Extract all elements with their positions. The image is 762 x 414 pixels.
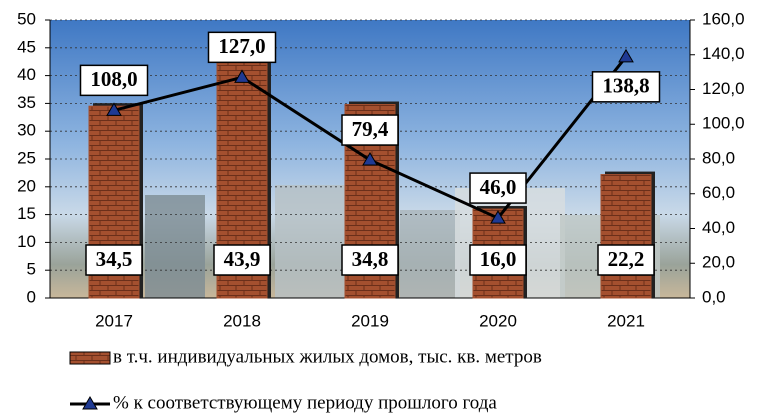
y-tick-label: 15 <box>17 204 36 223</box>
line-value-label: 108,0 <box>90 67 137 91</box>
bar-value-label: 34,8 <box>352 247 389 271</box>
bar-value-label-box <box>85 244 143 276</box>
bar <box>600 174 652 299</box>
y2-tick-label: 100,0 <box>702 114 745 133</box>
line-value-label: 79,4 <box>352 117 389 141</box>
y2-tick-label: 40,0 <box>702 218 735 237</box>
x-tick-label: 2020 <box>479 311 517 330</box>
line-value-label: 127,0 <box>218 34 265 58</box>
bar-value-label: 16,0 <box>480 247 517 271</box>
y2-tick-label: 60,0 <box>702 183 735 202</box>
line-value-label: 138,8 <box>602 74 649 98</box>
y-tick-label: 10 <box>17 232 36 251</box>
y-tick-label: 35 <box>17 93 36 112</box>
y-tick-label: 30 <box>17 121 36 140</box>
bar-value-label-box <box>213 244 271 276</box>
bar-value-label-box <box>469 244 527 276</box>
legend-label: % к соответствующему периоду прошлого го… <box>113 392 497 413</box>
x-tick-label: 2017 <box>95 311 133 330</box>
y2-tick-label: 120,0 <box>702 79 745 98</box>
x-tick-label: 2021 <box>607 311 645 330</box>
line-value-label: 46,0 <box>480 175 517 199</box>
line-value-label-box <box>591 71 661 103</box>
legend-marker <box>82 396 98 410</box>
x-tick-label: 2018 <box>223 311 261 330</box>
x-tick-label: 2019 <box>351 311 389 330</box>
legend-swatch <box>69 351 111 365</box>
y-tick-label: 45 <box>17 37 36 56</box>
y2-tick-label: 20,0 <box>702 253 735 272</box>
line-value-label-box <box>469 172 527 204</box>
bar-value-label: 34,5 <box>96 247 133 271</box>
line-marker <box>490 210 506 224</box>
line-marker <box>234 69 250 83</box>
y-tick-label: 40 <box>17 65 36 84</box>
line-marker <box>362 152 378 166</box>
line-value-label-box <box>207 31 277 64</box>
line-value-label-box <box>341 114 399 146</box>
y-tick-label: 0 <box>27 287 36 306</box>
y2-tick-label: 0,0 <box>702 287 726 306</box>
bar-value-label-box <box>597 244 655 276</box>
y-tick-label: 25 <box>17 148 36 167</box>
y2-tick-label: 80,0 <box>702 148 735 167</box>
line-marker <box>618 48 634 63</box>
bar-value-label-box <box>341 244 399 276</box>
legend-label: в т.ч. индивидуальных жилых домов, тыс. … <box>113 346 542 367</box>
y-tick-label: 20 <box>17 176 36 195</box>
line-marker <box>106 102 122 116</box>
y2-tick-label: 160,0 <box>702 9 745 28</box>
bar-value-label: 22,2 <box>608 247 645 271</box>
line-value-label-box <box>79 64 149 97</box>
bar-value-label: 43,9 <box>224 247 261 271</box>
y2-tick-label: 140,0 <box>702 44 745 63</box>
y-tick-label: 5 <box>27 260 36 279</box>
y-tick-label: 50 <box>17 9 36 28</box>
